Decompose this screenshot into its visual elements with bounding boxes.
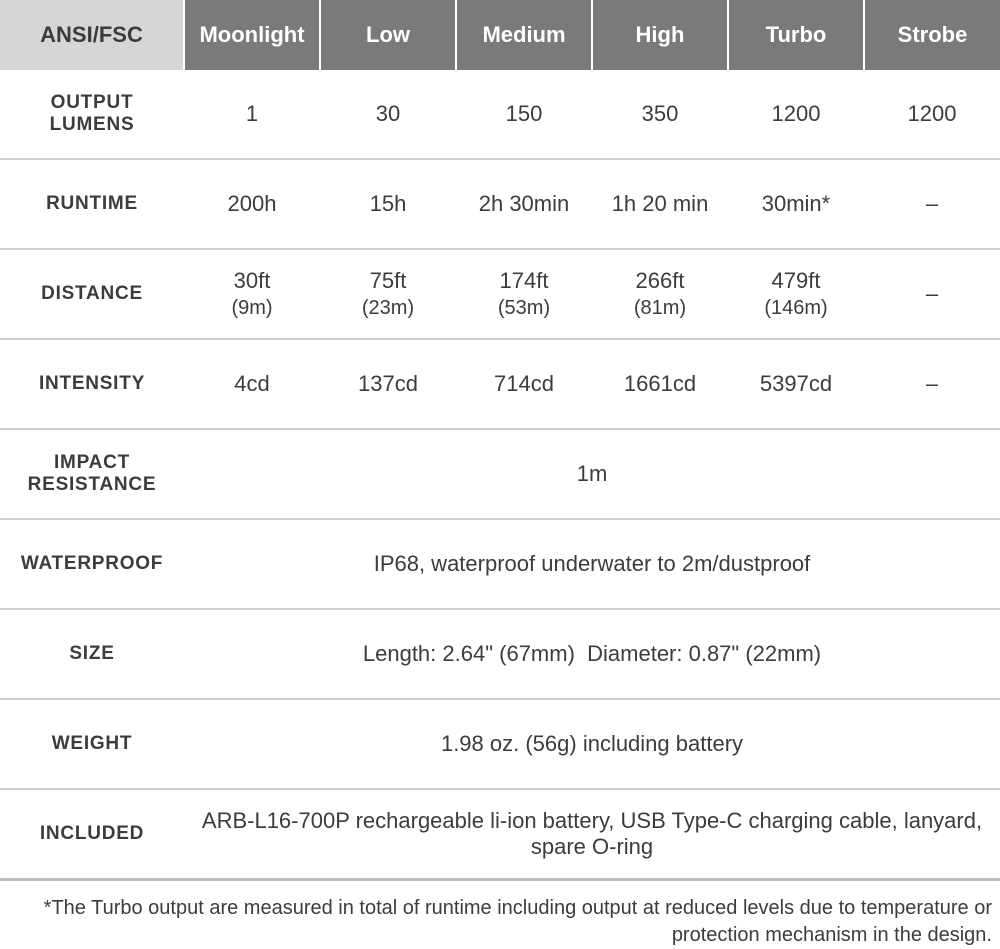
table-row: OUTPUTLUMENS13015035012001200 bbox=[0, 70, 1000, 159]
row-label: OUTPUTLUMENS bbox=[0, 70, 184, 159]
row-label: RUNTIME bbox=[0, 159, 184, 249]
table-row: IMPACTRESISTANCE1m bbox=[0, 429, 1000, 519]
table-row: DISTANCE30ft(9m)75ft(23m)174ft(53m)266ft… bbox=[0, 249, 1000, 339]
data-cell: 30 bbox=[320, 70, 456, 159]
row-span-value: Length: 2.64" (67mm) Diameter: 0.87" (22… bbox=[184, 609, 1000, 699]
table-header-row: ANSI/FSC Moonlight Low Medium High Turbo… bbox=[0, 0, 1000, 70]
row-label: WATERPROOF bbox=[0, 519, 184, 609]
data-cell: 30ft(9m) bbox=[184, 249, 320, 339]
data-cell: – bbox=[864, 249, 1000, 339]
row-span-value: 1.98 oz. (56g) including battery bbox=[184, 699, 1000, 789]
table-row: RUNTIME200h15h2h 30min1h 20 min30min*– bbox=[0, 159, 1000, 249]
header-mode: Turbo bbox=[728, 0, 864, 70]
table-row: WEIGHT1.98 oz. (56g) including battery bbox=[0, 699, 1000, 789]
row-label: IMPACTRESISTANCE bbox=[0, 429, 184, 519]
header-mode: Low bbox=[320, 0, 456, 70]
header-corner: ANSI/FSC bbox=[0, 0, 184, 70]
row-label: INCLUDED bbox=[0, 789, 184, 880]
data-cell: 4cd bbox=[184, 339, 320, 429]
data-cell: 1661cd bbox=[592, 339, 728, 429]
row-span-value: IP68, waterproof underwater to 2m/dustpr… bbox=[184, 519, 1000, 609]
data-cell: 200h bbox=[184, 159, 320, 249]
header-mode: High bbox=[592, 0, 728, 70]
row-span-value: 1m bbox=[184, 429, 1000, 519]
table-body: OUTPUTLUMENS13015035012001200RUNTIME200h… bbox=[0, 70, 1000, 880]
data-cell: 30min* bbox=[728, 159, 864, 249]
data-cell: 350 bbox=[592, 70, 728, 159]
data-cell: 2h 30min bbox=[456, 159, 592, 249]
data-cell: 5397cd bbox=[728, 339, 864, 429]
data-cell: – bbox=[864, 159, 1000, 249]
header-mode: Strobe bbox=[864, 0, 1000, 70]
data-cell: 15h bbox=[320, 159, 456, 249]
table-row: INTENSITY4cd137cd714cd1661cd5397cd– bbox=[0, 339, 1000, 429]
data-cell: 1h 20 min bbox=[592, 159, 728, 249]
data-cell: 75ft(23m) bbox=[320, 249, 456, 339]
data-cell: 479ft(146m) bbox=[728, 249, 864, 339]
data-cell: 137cd bbox=[320, 339, 456, 429]
row-label: DISTANCE bbox=[0, 249, 184, 339]
data-cell: 714cd bbox=[456, 339, 592, 429]
data-cell: 1200 bbox=[728, 70, 864, 159]
row-label: SIZE bbox=[0, 609, 184, 699]
row-label: INTENSITY bbox=[0, 339, 184, 429]
data-cell: – bbox=[864, 339, 1000, 429]
header-mode: Medium bbox=[456, 0, 592, 70]
table-row: SIZELength: 2.64" (67mm) Diameter: 0.87"… bbox=[0, 609, 1000, 699]
data-cell: 174ft(53m) bbox=[456, 249, 592, 339]
spec-table: ANSI/FSC Moonlight Low Medium High Turbo… bbox=[0, 0, 1000, 881]
data-cell: 1 bbox=[184, 70, 320, 159]
data-cell: 266ft(81m) bbox=[592, 249, 728, 339]
header-mode: Moonlight bbox=[184, 0, 320, 70]
data-cell: 150 bbox=[456, 70, 592, 159]
footnote: *The Turbo output are measured in total … bbox=[0, 881, 1000, 949]
data-cell: 1200 bbox=[864, 70, 1000, 159]
row-span-value: ARB-L16-700P rechargeable li-ion battery… bbox=[184, 789, 1000, 880]
row-label: WEIGHT bbox=[0, 699, 184, 789]
table-row: INCLUDEDARB-L16-700P rechargeable li-ion… bbox=[0, 789, 1000, 880]
table-row: WATERPROOFIP68, waterproof underwater to… bbox=[0, 519, 1000, 609]
